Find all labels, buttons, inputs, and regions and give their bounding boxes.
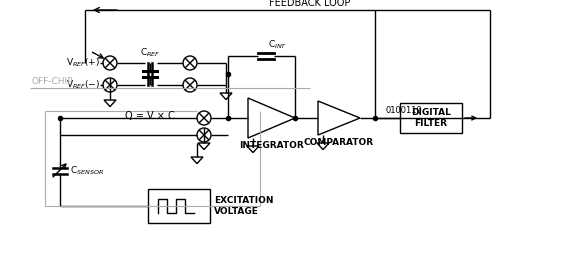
- Text: EXCITATION
VOLTAGE: EXCITATION VOLTAGE: [214, 196, 273, 216]
- Text: V$_{REF}$(+): V$_{REF}$(+): [66, 57, 100, 69]
- Text: DIGITAL
FILTER: DIGITAL FILTER: [411, 108, 451, 128]
- Bar: [400, 103, 462, 133]
- Text: C$_{INT}$: C$_{INT}$: [268, 38, 288, 51]
- Text: C$_{SENSOR}$: C$_{SENSOR}$: [70, 165, 104, 177]
- Text: Q = V × C: Q = V × C: [125, 111, 175, 121]
- Text: FEEDBACK LOOP: FEEDBACK LOOP: [269, 0, 350, 8]
- Text: C$_{REF}$: C$_{REF}$: [140, 46, 161, 59]
- Text: COMPARATOR: COMPARATOR: [304, 138, 374, 147]
- Text: V$_{REF}$(−): V$_{REF}$(−): [66, 79, 100, 91]
- Text: OFF-CHIP: OFF-CHIP: [32, 77, 74, 86]
- Bar: [148, 189, 210, 223]
- Text: INTEGRATOR: INTEGRATOR: [239, 141, 303, 150]
- Text: 0100110: 0100110: [385, 106, 422, 115]
